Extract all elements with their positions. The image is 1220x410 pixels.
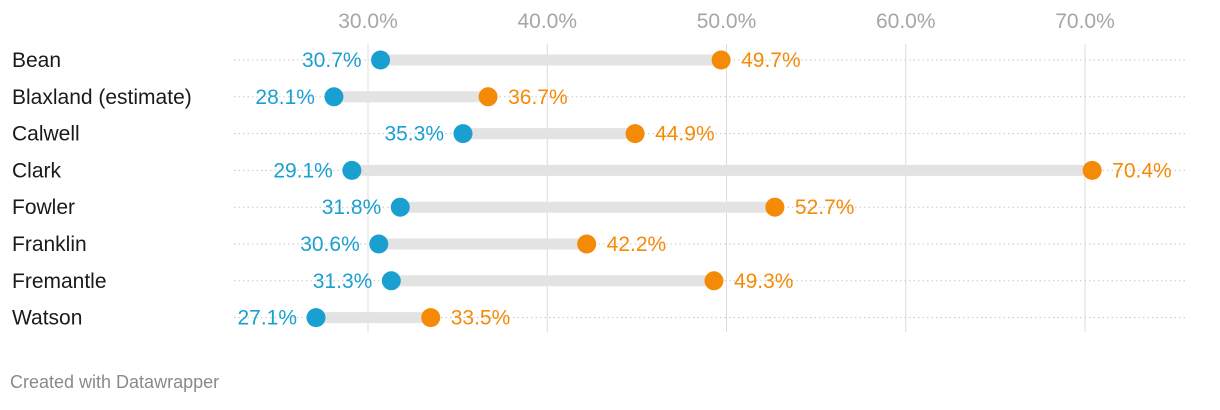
category-label: Clark — [12, 159, 62, 182]
start-value-label: 27.1% — [237, 307, 297, 330]
end-value-label: 49.7% — [741, 49, 801, 72]
end-dot — [625, 124, 645, 144]
credit-text: Created with Datawrapper — [10, 372, 220, 392]
start-value-label: 28.1% — [255, 86, 315, 109]
start-dot — [369, 234, 389, 254]
start-dot — [390, 197, 410, 217]
end-dot — [711, 50, 731, 70]
start-dot — [371, 50, 391, 70]
end-value-label: 44.9% — [655, 123, 715, 146]
category-label: Fremantle — [12, 270, 107, 293]
end-value-label: 52.7% — [795, 196, 855, 219]
end-value-label: 42.2% — [607, 233, 667, 256]
start-dot — [453, 124, 473, 144]
category-label: Bean — [12, 49, 61, 72]
end-value-label: 36.7% — [508, 86, 568, 109]
x-tick-label: 60.0% — [876, 10, 936, 33]
category-label: Watson — [12, 307, 82, 330]
end-dot — [478, 87, 498, 107]
x-tick-label: 40.0% — [517, 10, 577, 33]
start-dot — [324, 87, 344, 107]
end-value-label: 49.3% — [734, 270, 794, 293]
end-value-label: 33.5% — [451, 307, 511, 330]
category-label: Franklin — [12, 233, 87, 256]
end-dot — [1082, 160, 1102, 180]
category-label: Fowler — [12, 196, 75, 219]
start-value-label: 30.6% — [300, 233, 360, 256]
start-dot — [342, 160, 362, 180]
start-value-label: 31.3% — [313, 270, 373, 293]
x-tick-label: 70.0% — [1055, 10, 1115, 33]
end-value-label: 70.4% — [1112, 159, 1172, 182]
x-tick-label: 30.0% — [338, 10, 398, 33]
start-value-label: 29.1% — [273, 159, 333, 182]
dot-range-chart: 30.0% 40.0% 50.0% 60.0% 70.0% Bean 30.7% 49.7% B… — [12, 10, 1188, 332]
start-dot — [381, 271, 401, 291]
category-label: Blaxland (estimate) — [12, 86, 192, 109]
end-dot — [577, 234, 597, 254]
start-value-label: 30.7% — [302, 49, 362, 72]
start-value-label: 35.3% — [384, 123, 444, 146]
end-dot — [765, 197, 785, 217]
x-tick-label: 50.0% — [697, 10, 757, 33]
end-dot — [704, 271, 724, 291]
category-label: Calwell — [12, 123, 80, 146]
start-value-label: 31.8% — [322, 196, 382, 219]
end-dot — [421, 308, 441, 328]
start-dot — [306, 308, 326, 328]
